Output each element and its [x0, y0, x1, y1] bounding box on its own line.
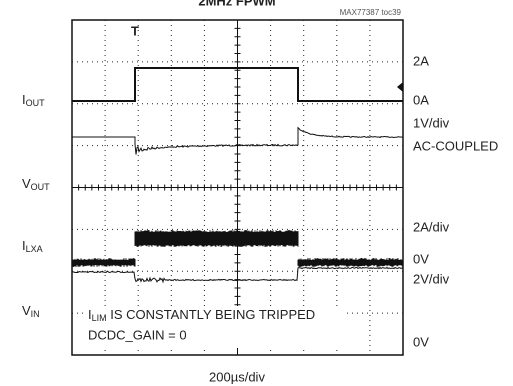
right-label: 1V/div: [413, 115, 450, 130]
left-label: ILXA: [22, 238, 43, 254]
grid: [71, 19, 404, 356]
right-label: 2A: [413, 53, 429, 68]
traces: [71, 67, 404, 284]
trace: [72, 126, 404, 155]
right-label: 0A: [413, 92, 429, 107]
figure-id: MAX77387 toc39: [340, 8, 402, 17]
level-marker: [397, 82, 403, 92]
right-label: 0V: [413, 334, 429, 349]
trace: [72, 67, 403, 102]
trigger-marker: T: [131, 23, 139, 38]
right-label: AC-COUPLED: [413, 138, 498, 153]
right-label: 2V/div: [413, 271, 450, 286]
left-label: VIN: [22, 303, 40, 319]
title: 2MHz FPWM: [198, 0, 275, 8]
trace: [71, 266, 404, 284]
right-label: 0V: [413, 251, 429, 266]
left-label: IOUT: [22, 92, 45, 108]
annotation-bg: [84, 306, 344, 348]
annotation: ILIM IS CONSTANTLY BEING TRIPPED: [88, 307, 315, 323]
trace: [71, 230, 404, 267]
annotation: DCDC_GAIN = 0: [88, 327, 187, 342]
right-label: 2A/div: [413, 219, 450, 234]
left-label: VOUT: [22, 176, 50, 192]
time-scale: 200µs/div: [209, 369, 265, 384]
